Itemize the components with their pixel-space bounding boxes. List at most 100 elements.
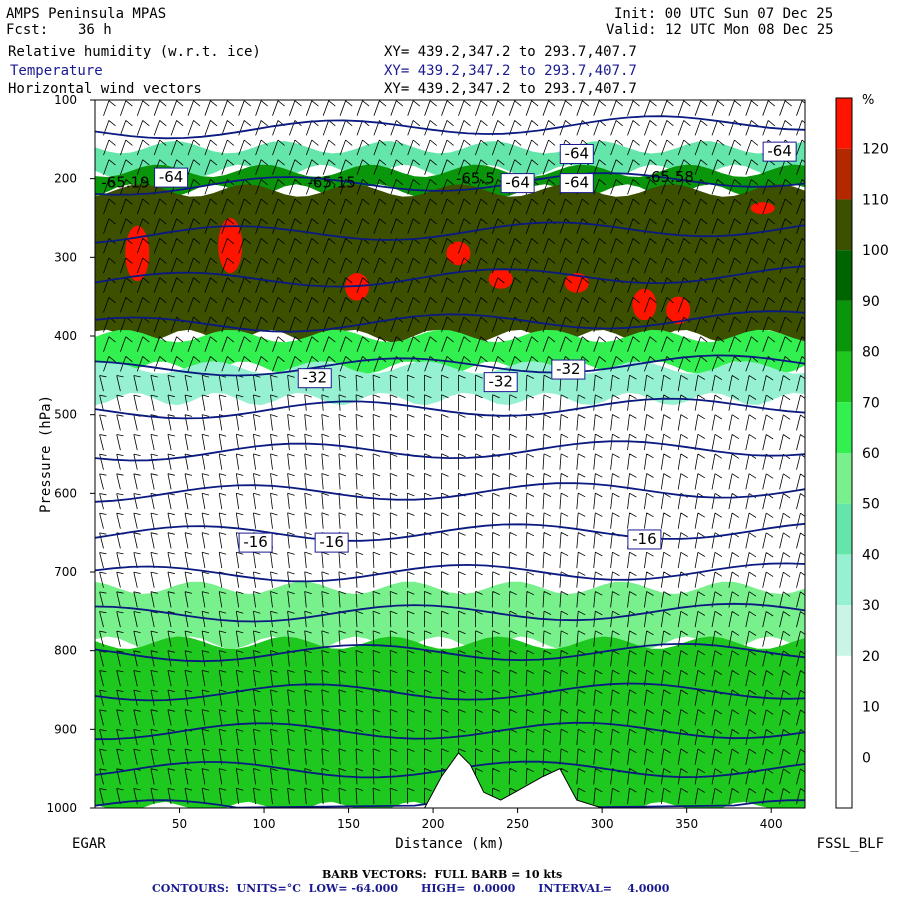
x-tick-label: 350 bbox=[675, 817, 698, 831]
colorbar-swatch bbox=[836, 757, 852, 808]
contour-label: -64 bbox=[159, 168, 184, 186]
fcst-label: Fcst: bbox=[6, 22, 49, 38]
contour-label-box bbox=[627, 529, 662, 550]
x-tick-label: 150 bbox=[337, 817, 360, 831]
colorbar-swatch bbox=[836, 148, 852, 200]
contour-label: -16 bbox=[243, 533, 268, 551]
colorbar: 0 10 20 30 40 50 60 70 80 90 100 110 120% bbox=[835, 93, 889, 809]
colorbar-swatch bbox=[836, 655, 852, 707]
rh-patch-high bbox=[446, 241, 471, 266]
x-tick-label: 400 bbox=[760, 817, 783, 831]
temperature-contour bbox=[95, 682, 805, 702]
temperature-contour bbox=[95, 602, 805, 623]
temperature-contour bbox=[95, 221, 805, 244]
terrain-layer bbox=[424, 752, 603, 808]
y-tick-label: 800 bbox=[54, 644, 77, 658]
rh-patch-high bbox=[125, 225, 150, 281]
colorbar-tick-label: 0 bbox=[862, 750, 871, 766]
x-tick-label: 300 bbox=[591, 817, 614, 831]
contour-label: -64 bbox=[565, 174, 590, 192]
colorbar-tick-label: 100 bbox=[862, 243, 889, 259]
x-tick-label: 200 bbox=[422, 817, 445, 831]
terrain-profile bbox=[424, 752, 603, 808]
temperature-contour bbox=[95, 354, 805, 377]
y-tick-label: 100 bbox=[54, 93, 77, 107]
contour-label: -65.15 bbox=[307, 174, 355, 192]
colorbar-tick-label: 40 bbox=[862, 547, 880, 563]
colorbar-tick-label: 70 bbox=[862, 395, 880, 411]
contour-label: -65.19 bbox=[101, 174, 149, 192]
field-temp-xy: XY= 439.2,347.2 to 293.7,407.7 bbox=[384, 63, 637, 79]
colorbar-swatch bbox=[836, 554, 852, 606]
field-temp-name: Temperature bbox=[10, 63, 103, 79]
colorbar-swatch bbox=[836, 706, 852, 758]
temperature-contour bbox=[95, 172, 805, 196]
colorbar-unit: % bbox=[862, 93, 874, 108]
y-tick-label: 600 bbox=[54, 486, 77, 500]
contour-label-layer: -64 -65.19 -65.15 -65.5 -64 -64 -65.58 -64 -64 -3… bbox=[101, 141, 797, 553]
y-axis-label: Pressure (hPa) bbox=[38, 395, 54, 513]
temperature-contour bbox=[95, 522, 805, 542]
contour-label: -32 bbox=[488, 373, 513, 391]
colorbar-swatch bbox=[836, 300, 852, 352]
x-axis-label: Distance (km) bbox=[395, 836, 505, 852]
rh-layer-100-110 bbox=[95, 184, 805, 343]
temperature-contour bbox=[95, 482, 805, 503]
colorbar-swatch bbox=[836, 503, 852, 555]
contour-label: -32 bbox=[303, 369, 328, 387]
field-rh-name: Relative humidity (w.r.t. ice) bbox=[8, 44, 261, 60]
contour-label-box bbox=[483, 372, 518, 393]
contour-label: -64 bbox=[505, 174, 530, 192]
contour-label-box bbox=[297, 368, 332, 389]
x-tick-label: 250 bbox=[506, 817, 529, 831]
rh-layer-30-60 bbox=[95, 581, 805, 649]
contour-label-box bbox=[559, 143, 594, 164]
colorbar-tick-label: 30 bbox=[862, 598, 880, 614]
field-rh-xy: XY= 439.2,347.2 to 293.7,407.7 bbox=[384, 44, 637, 60]
contour-label: -16 bbox=[319, 533, 344, 551]
x-tick-label: 50 bbox=[172, 817, 187, 831]
colorbar-tick-label: 120 bbox=[862, 142, 889, 158]
y-tick-label: 300 bbox=[54, 250, 77, 264]
contour-label: -65.5 bbox=[456, 170, 495, 188]
temperature-contour bbox=[95, 642, 805, 663]
footer-barb: BARB VECTORS: FULL BARB = 10 kts bbox=[322, 868, 563, 881]
valid-time: Valid: 12 UTC Mon 08 Dec 25 bbox=[606, 22, 834, 38]
contour-label: -16 bbox=[632, 530, 657, 548]
colorbar-frame bbox=[835, 97, 853, 809]
y-tick-label: 400 bbox=[54, 329, 77, 343]
colorbar-tick-label: 60 bbox=[862, 446, 880, 462]
rh-patch-high bbox=[632, 288, 657, 321]
fcst-value: 36 h bbox=[78, 22, 112, 38]
left-endpoint-label: EGAR bbox=[72, 836, 106, 852]
y-tick-label: 900 bbox=[54, 722, 77, 736]
model-title: AMPS Peninsula MPAS bbox=[6, 6, 167, 22]
plot-frame bbox=[94, 99, 806, 809]
colorbar-swatch bbox=[836, 98, 852, 149]
colorbar-tick-label: 80 bbox=[862, 345, 880, 361]
y-tick-label: 1000 bbox=[46, 801, 77, 815]
rh-layer-40-60 bbox=[95, 361, 805, 406]
temperature-contour bbox=[95, 440, 805, 462]
field-wind-xy: XY= 439.2,347.2 to 293.7,407.7 bbox=[384, 81, 637, 97]
colorbar-swatch bbox=[836, 199, 852, 251]
temperature-contour bbox=[95, 562, 805, 583]
contour-label: -64 bbox=[767, 142, 792, 160]
field-wind-name: Horizontal wind vectors bbox=[8, 81, 202, 97]
rh-layer-90-100 bbox=[95, 164, 805, 197]
contour-label-box bbox=[762, 141, 797, 162]
temperature-contour bbox=[95, 310, 805, 333]
colorbar-swatch bbox=[836, 250, 852, 301]
x-tick-label: 100 bbox=[253, 817, 276, 831]
colorbar-swatch bbox=[836, 402, 852, 453]
temperature-contour bbox=[95, 721, 805, 741]
colorbar-swatch bbox=[836, 605, 852, 656]
colorbar-tick-label: 50 bbox=[862, 497, 880, 513]
colorbar-tick-label: 20 bbox=[862, 649, 880, 665]
temperature-contour bbox=[95, 115, 805, 140]
contour-label: -32 bbox=[556, 360, 581, 378]
contour-label-box bbox=[551, 359, 586, 380]
y-tick-label: 200 bbox=[54, 172, 77, 186]
